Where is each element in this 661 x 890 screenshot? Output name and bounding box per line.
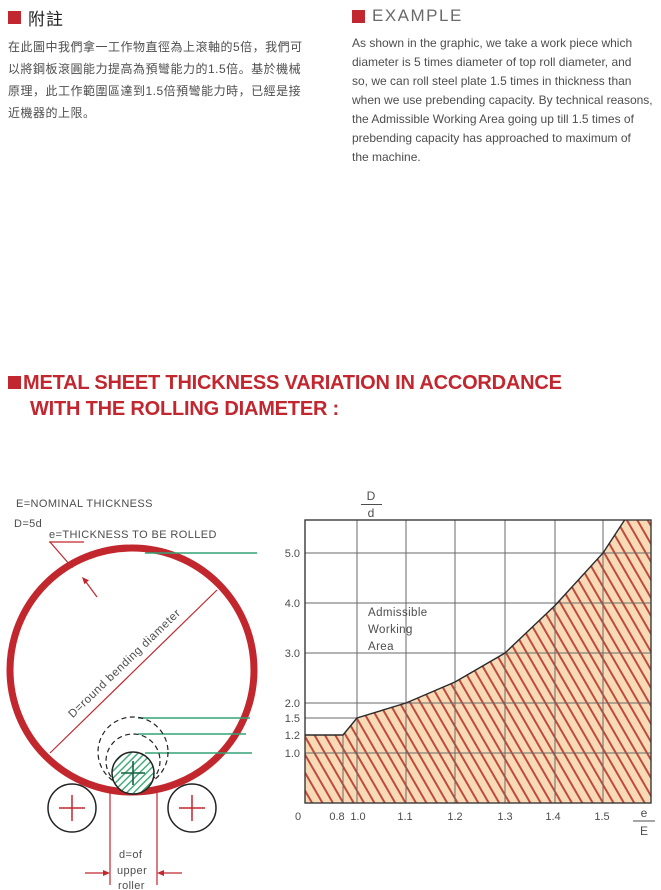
- chart-border: [304, 519, 652, 804]
- main-heading: METAL SHEET THICKNESS VARIATION IN ACCOR…: [8, 370, 658, 422]
- x-tick-label: 1.1: [397, 811, 412, 823]
- y-axis-label-numerator: D: [367, 489, 376, 503]
- hatched-region: [305, 520, 651, 803]
- note-text-line: 原理，此工作範圍區達到1.5倍預彎能力時，已經是接: [8, 84, 302, 98]
- red-square-icon: [8, 11, 21, 24]
- example-text-line: prebending capacity has approached to ma…: [352, 131, 631, 145]
- boundary-curve: [305, 519, 626, 736]
- arrowhead-icon: [157, 870, 164, 876]
- y-tick-label: 2.0: [285, 698, 300, 710]
- diameter-line: [49, 589, 218, 754]
- y-tick-label: 4.0: [285, 598, 300, 610]
- main-heading-line1: METAL SHEET THICKNESS VARIATION IN ACCOR…: [8, 370, 658, 396]
- main-heading-line2: WITH THE ROLLING DIAMETER :: [30, 398, 340, 420]
- label-roller: roller: [118, 880, 145, 890]
- red-square-icon: [352, 9, 365, 23]
- label-thickness-to-be-rolled: e=THICKNESS TO BE ROLLED: [49, 529, 217, 541]
- heading-text-1: METAL SHEET THICKNESS VARIATION IN ACCOR…: [23, 372, 562, 394]
- e-leader-line: [49, 541, 71, 566]
- example-text-line: diameter is 5 times diameter of top roll…: [352, 55, 632, 69]
- x-tick-label: 1.0: [350, 811, 365, 823]
- dashed-roller-circle-inner: [105, 733, 161, 789]
- example-text-line: the Admissible Working Area going up til…: [352, 112, 634, 126]
- label-d-of: d=of: [119, 849, 143, 861]
- x-tick-label: 0: [295, 811, 301, 823]
- x-axis-label-denominator: E: [640, 824, 648, 838]
- annotation-admissible-working-area: Admissible: [368, 607, 428, 619]
- x-tick-label: 1.3: [497, 811, 512, 823]
- y-tick-label: 5.0: [285, 548, 300, 560]
- note-text-line: 在此圖中我們拿一工作物直徑為上滾軸的5倍，我們可: [8, 40, 303, 54]
- note-section: 附註 在此圖中我們拿一工作物直徑為上滾軸的5倍，我們可 以將鋼板滾圓能力提高為預…: [8, 5, 338, 124]
- y-tick-label: 1.0: [285, 748, 300, 760]
- arrowhead-icon: [82, 577, 89, 585]
- x-tick-label: 0.8: [329, 811, 344, 823]
- y-tick-label: 3.0: [285, 648, 300, 660]
- rolling-diagram: E=NOMINAL THICKNESS D=5d e=THICKNESS TO …: [6, 498, 258, 890]
- annotation-admissible-working-area: Working: [368, 624, 413, 636]
- example-text-line: As shown in the graphic, we take a work …: [352, 36, 633, 50]
- example-text-line: so, we can roll steel plate 1.5 times in…: [352, 74, 632, 88]
- example-text-line: when we use prebending capacity. By tech…: [352, 93, 653, 107]
- x-axis-label-numerator: e: [641, 806, 648, 820]
- x-tick-label: 1.4: [545, 811, 560, 823]
- label-round-bending-diameter: D=round bending diameter: [66, 607, 183, 720]
- x-tick-label: 1.2: [447, 811, 462, 823]
- note-title: 附註: [28, 10, 64, 29]
- y-tick-label: 1.2: [285, 730, 300, 742]
- e-leader-line2: [85, 581, 98, 598]
- y-tick-label: 1.5: [285, 713, 300, 725]
- y-axis-label-denominator: d: [368, 506, 375, 520]
- example-text-line: the machine.: [352, 150, 421, 164]
- red-square-icon: [8, 376, 21, 389]
- label-upper: upper: [117, 865, 147, 877]
- example-title-row: EXAMPLE: [352, 6, 661, 26]
- example-title: EXAMPLE: [372, 6, 463, 25]
- arrowhead-icon: [103, 870, 110, 876]
- example-section: EXAMPLE As shown in the graphic, we take…: [352, 6, 661, 167]
- note-text-line: 以將鋼板滾圓能力提高為預彎能力的1.5倍。基於機械: [8, 62, 302, 76]
- x-tick-label: 1.5: [594, 811, 609, 823]
- note-text-line: 近機器的上限。: [8, 106, 96, 120]
- label-d5d: D=5d: [14, 518, 42, 530]
- admissible-working-area-chart: 5.0 4.0 3.0 2.0 1.5 1.2 1.0 0 0.8 1.0 1.1 1.2 1.3 1.4…: [285, 489, 655, 838]
- label-nominal-thickness: E=NOMINAL THICKNESS: [16, 498, 153, 510]
- note-title-row: 附註: [8, 5, 338, 30]
- annotation-admissible-working-area: Area: [368, 641, 394, 653]
